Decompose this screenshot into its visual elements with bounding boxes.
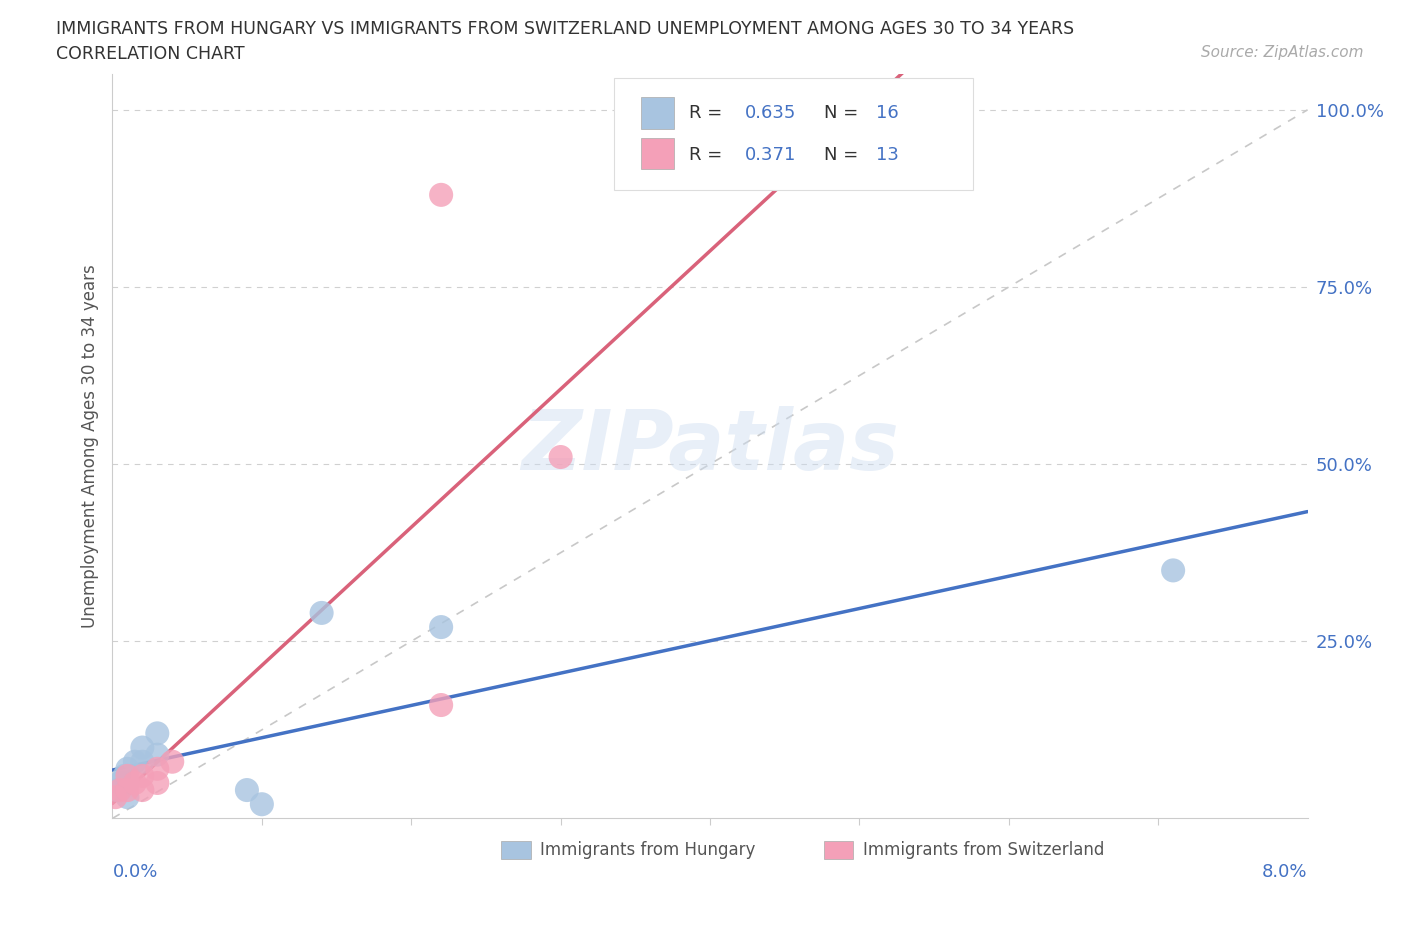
Point (104, 790, 127, 804)
Text: Immigrants from Hungary: Immigrants from Hungary (540, 842, 755, 859)
Text: 8.0%: 8.0% (1263, 863, 1308, 881)
Text: IMMIGRANTS FROM HUNGARY VS IMMIGRANTS FROM SWITZERLAND UNEMPLOYMENT AMONG AGES 3: IMMIGRANTS FROM HUNGARY VS IMMIGRANTS FR… (56, 20, 1074, 38)
Text: ZIPatlas: ZIPatlas (522, 405, 898, 487)
Point (108, 783, 131, 798)
Point (430, 619, 453, 634)
Text: 13: 13 (876, 146, 898, 164)
Text: CORRELATION CHART: CORRELATION CHART (56, 45, 245, 62)
Text: 0.371: 0.371 (745, 146, 796, 164)
FancyBboxPatch shape (641, 138, 675, 169)
Point (146, 747, 169, 762)
Point (131, 783, 153, 798)
Text: R =: R = (689, 146, 727, 164)
Point (117, 783, 139, 798)
FancyBboxPatch shape (824, 841, 853, 859)
Point (236, 783, 259, 798)
Text: 0.635: 0.635 (745, 104, 796, 122)
Point (550, 449, 572, 464)
Point (430, 188, 453, 203)
Point (250, 797, 273, 812)
Text: Source: ZipAtlas.com: Source: ZipAtlas.com (1201, 45, 1364, 60)
Text: N =: N = (824, 104, 863, 122)
Text: R =: R = (689, 104, 727, 122)
Point (117, 762, 139, 777)
Point (146, 726, 169, 741)
Point (146, 762, 169, 777)
Point (124, 754, 146, 769)
Point (131, 754, 153, 769)
FancyBboxPatch shape (641, 98, 675, 128)
Point (430, 698, 453, 712)
Point (117, 790, 139, 804)
Point (124, 776, 146, 790)
Point (162, 754, 183, 769)
Point (311, 605, 333, 620)
Text: 16: 16 (876, 104, 898, 122)
Text: N =: N = (824, 146, 863, 164)
Point (105, 783, 128, 798)
Text: 0.0%: 0.0% (112, 863, 157, 881)
Point (117, 776, 139, 790)
Point (1161, 563, 1184, 578)
Point (131, 740, 153, 755)
Point (146, 776, 169, 790)
Point (108, 776, 131, 790)
Text: Immigrants from Switzerland: Immigrants from Switzerland (863, 842, 1104, 859)
FancyBboxPatch shape (614, 78, 973, 190)
Point (114, 768, 135, 783)
Point (131, 768, 153, 783)
FancyBboxPatch shape (501, 841, 531, 859)
Point (117, 768, 139, 783)
Y-axis label: Unemployment Among Ages 30 to 34 years: Unemployment Among Ages 30 to 34 years (80, 264, 98, 629)
